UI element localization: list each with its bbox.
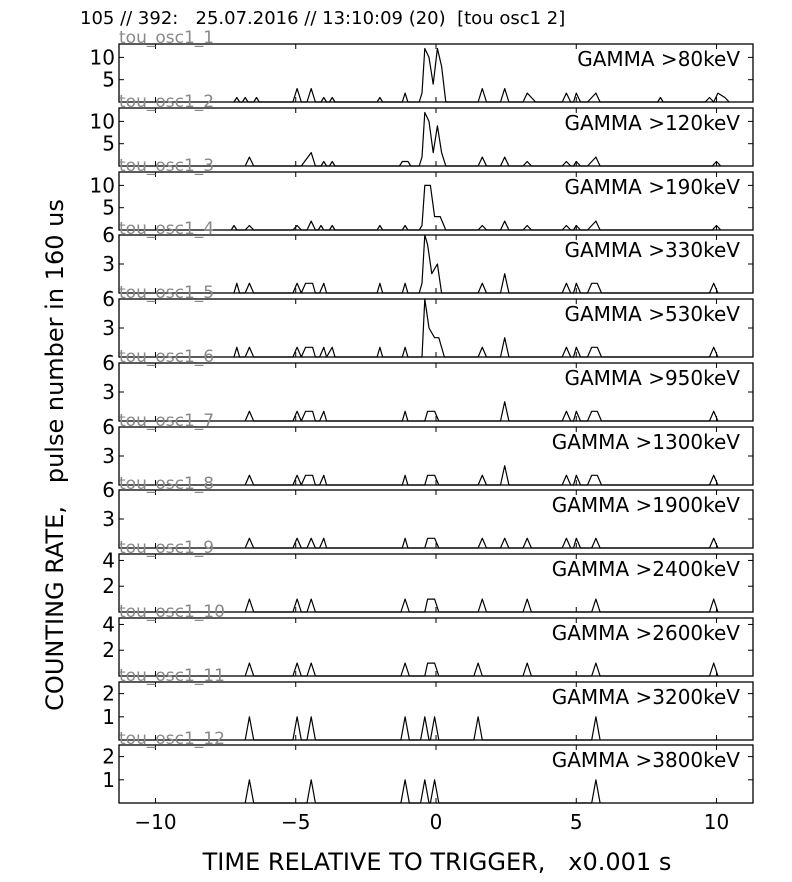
panel-tag: tou_osc1_2 bbox=[119, 92, 214, 112]
y-tick-label: 4 bbox=[102, 548, 115, 572]
panel-tag: tou_osc1_4 bbox=[119, 219, 214, 239]
panel-tag: tou_osc1_10 bbox=[119, 602, 225, 622]
y-tick-label: 5 bbox=[102, 196, 115, 220]
series-line bbox=[244, 779, 601, 804]
panel-title: GAMMA >120keV bbox=[564, 111, 740, 135]
y-tick-label: 5 bbox=[102, 132, 115, 156]
y-tick-label: 2 bbox=[102, 682, 115, 706]
y-tick-label: 3 bbox=[102, 507, 115, 531]
series-line bbox=[244, 465, 719, 486]
panel-title: GAMMA >2400keV bbox=[552, 557, 741, 581]
x-axis-label: TIME RELATIVE TO TRIGGER, x0.001 s bbox=[202, 848, 672, 876]
series-line bbox=[244, 716, 601, 741]
x-tick-label: 10 bbox=[704, 810, 729, 834]
y-tick-label: 6 bbox=[102, 223, 115, 247]
y-tick-label: 2 bbox=[102, 574, 115, 598]
y-tick-label: 3 bbox=[102, 444, 115, 468]
y-tick-label: 6 bbox=[102, 287, 115, 311]
y-tick-label: 3 bbox=[102, 316, 115, 340]
y-tick-label: 10 bbox=[90, 173, 115, 197]
series-line bbox=[233, 298, 719, 358]
y-tick-label: 10 bbox=[90, 109, 115, 133]
series-line bbox=[244, 537, 719, 549]
series-line bbox=[233, 47, 730, 103]
x-tick-label: −5 bbox=[281, 810, 310, 834]
y-tick-label: 6 bbox=[102, 415, 115, 439]
series-line bbox=[230, 184, 722, 231]
series-line bbox=[233, 234, 719, 294]
y-tick-label: 1 bbox=[102, 705, 115, 729]
panel-tag: tou_osc1_7 bbox=[119, 411, 214, 431]
panel-tag: tou_osc1_9 bbox=[119, 538, 214, 558]
y-tick-label: 2 bbox=[102, 638, 115, 662]
y-tick-label: 2 bbox=[102, 745, 115, 769]
y-tick-label: 1 bbox=[102, 768, 115, 792]
y-tick-label: 10 bbox=[90, 45, 115, 69]
panel-title: GAMMA >330keV bbox=[564, 238, 740, 262]
panel-tag: tou_osc1_6 bbox=[119, 347, 214, 367]
series-line bbox=[244, 111, 722, 167]
y-tick-label: 6 bbox=[102, 351, 115, 375]
panel-tag: tou_osc1_1 bbox=[119, 28, 214, 48]
y-tick-label: 5 bbox=[102, 68, 115, 92]
series-line bbox=[244, 662, 719, 677]
panel-tag: tou_osc1_11 bbox=[119, 666, 225, 686]
panel-tag: tou_osc1_8 bbox=[119, 474, 214, 494]
panel-tag: tou_osc1_3 bbox=[119, 156, 214, 176]
x-tick-label: 5 bbox=[570, 810, 583, 834]
panel-title: GAMMA >190keV bbox=[564, 175, 740, 199]
y-tick-label: 3 bbox=[102, 252, 115, 276]
y-tick-label: 6 bbox=[102, 478, 115, 502]
panel-title: GAMMA >1900keV bbox=[552, 493, 741, 517]
series-line bbox=[244, 401, 719, 422]
chart-header: 105 // 392: 25.07.2016 // 13:10:09 (20) … bbox=[80, 8, 566, 29]
series-line bbox=[244, 598, 719, 613]
panel-tag: tou_osc1_12 bbox=[119, 729, 225, 749]
panel-tag: tou_osc1_5 bbox=[119, 283, 214, 303]
panel-title: GAMMA >2600keV bbox=[552, 621, 741, 645]
panel-title: GAMMA >1300keV bbox=[552, 430, 741, 454]
y-tick-label: 4 bbox=[102, 612, 115, 636]
x-tick-label: 0 bbox=[430, 810, 443, 834]
x-tick-label: −10 bbox=[134, 810, 176, 834]
panel-title: GAMMA >530keV bbox=[564, 302, 740, 326]
panel-title: GAMMA >950keV bbox=[564, 366, 740, 390]
panel-title: GAMMA >3800keV bbox=[552, 748, 741, 772]
panel-title: GAMMA >80keV bbox=[577, 47, 740, 71]
y-tick-label: 3 bbox=[102, 380, 115, 404]
panel-title: GAMMA >3200keV bbox=[552, 685, 741, 709]
